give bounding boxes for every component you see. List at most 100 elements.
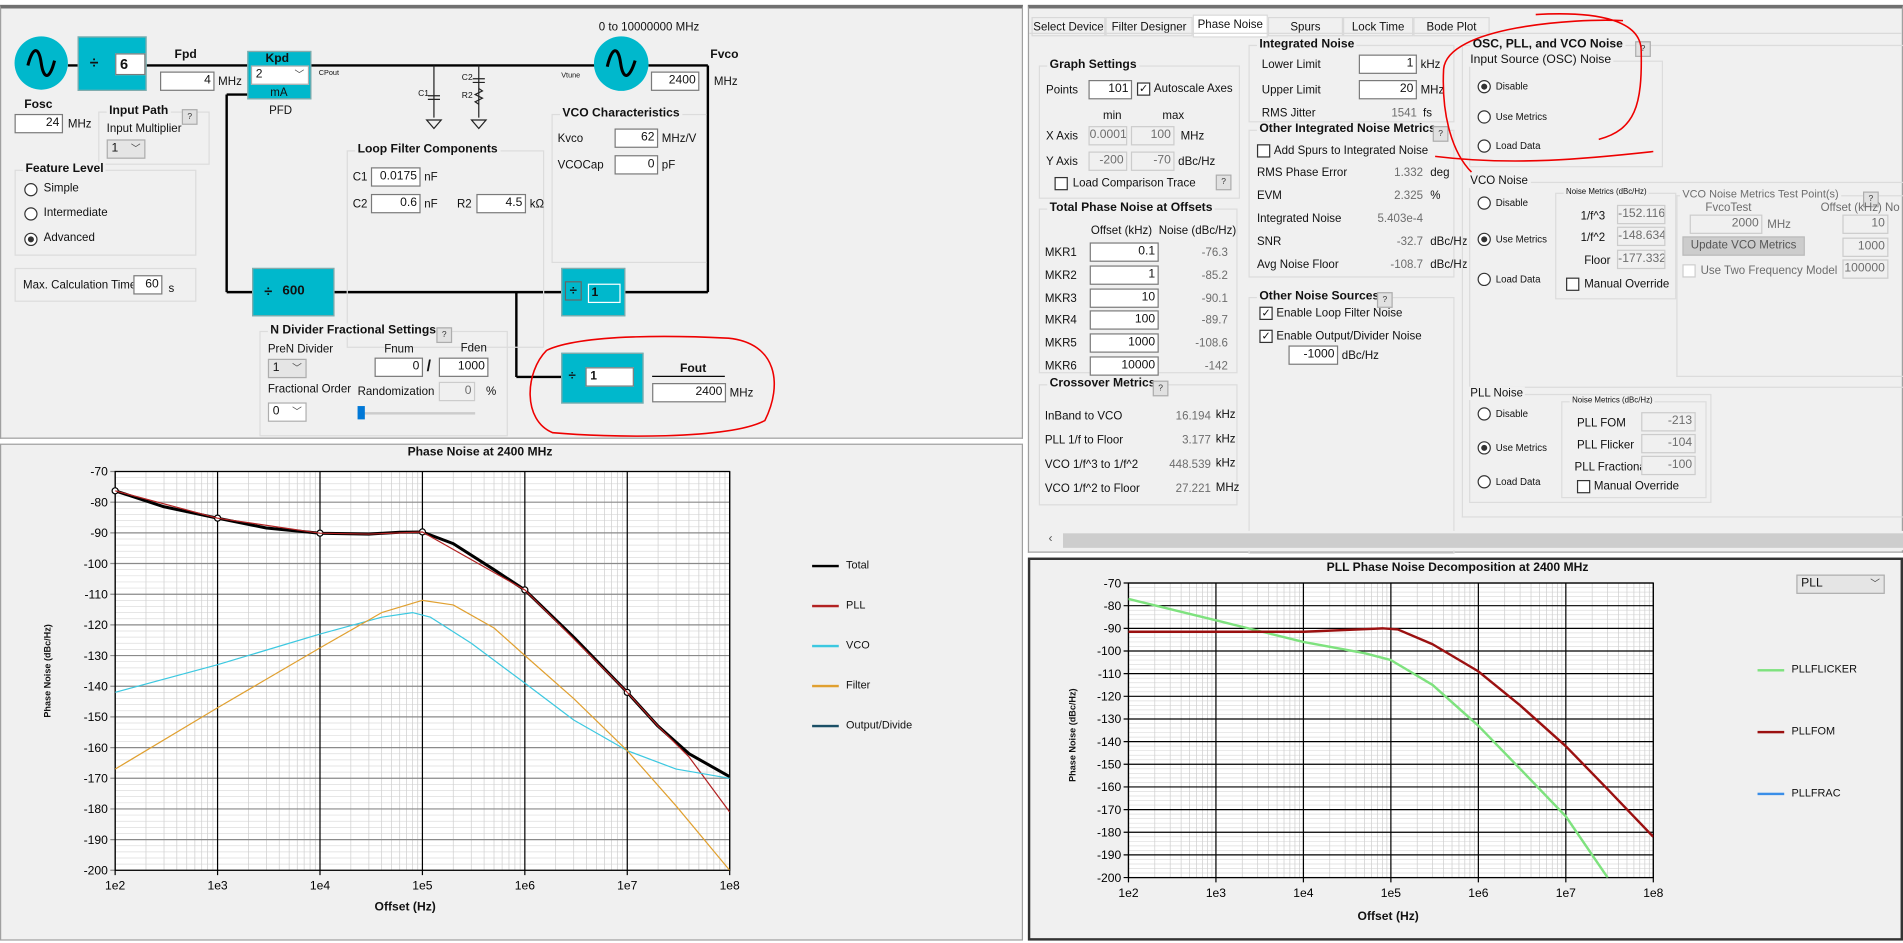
- n-divider-value[interactable]: 600: [282, 283, 305, 299]
- radio-advanced[interactable]: [24, 232, 38, 247]
- crossover-help-button[interactable]: ?: [1152, 380, 1169, 397]
- vco-test-help-button[interactable]: ?: [1862, 191, 1879, 208]
- vco-use-metrics-radio[interactable]: [1477, 232, 1491, 247]
- y-tick-label: -170: [1097, 803, 1122, 817]
- metric-label: Avg Noise Floor: [1256, 258, 1339, 272]
- n-frac-help-button[interactable]: ?: [436, 327, 453, 344]
- randomization-input[interactable]: 0: [438, 381, 476, 402]
- vcocap-input[interactable]: 0: [614, 155, 659, 175]
- radio-simple[interactable]: [24, 183, 38, 197]
- input-path-help-button[interactable]: ?: [181, 109, 198, 125]
- metric-value: -108.7: [1390, 258, 1424, 272]
- channel-divider-block: ÷ 1: [561, 267, 626, 317]
- fnum-input[interactable]: 0: [374, 357, 424, 377]
- f2-input[interactable]: -148.634: [1616, 226, 1666, 247]
- pren-divider-select[interactable]: 1 ﹀: [267, 358, 307, 379]
- output-noise-checkbox[interactable]: ✓: [1259, 329, 1273, 344]
- marker-offset-input[interactable]: 10: [1089, 287, 1159, 308]
- fpd-input[interactable]: 4: [159, 71, 215, 91]
- osc-disable-radio[interactable]: [1477, 79, 1491, 94]
- noise-sources-help-button[interactable]: ?: [1635, 41, 1651, 57]
- f3-input[interactable]: -152.116: [1616, 204, 1666, 225]
- pll-disable-radio[interactable]: [1477, 407, 1491, 421]
- output-noise-input[interactable]: -1000: [1288, 345, 1339, 365]
- marker-offset-input[interactable]: 1: [1089, 265, 1159, 285]
- randomization-slider[interactable]: [357, 406, 476, 420]
- decomposition-select[interactable]: PLL ﹀: [1796, 574, 1885, 594]
- pll-fom-input[interactable]: -213: [1641, 412, 1696, 432]
- marker-offset-input[interactable]: 0.1: [1089, 242, 1159, 262]
- r2-input[interactable]: 4.5: [476, 193, 527, 214]
- floor-label: Floor: [1584, 254, 1611, 268]
- tab-lock-time[interactable]: Lock Time: [1343, 16, 1414, 37]
- two-frequency-checkbox[interactable]: [1682, 264, 1696, 278]
- max-calc-time-input[interactable]: 60: [133, 275, 163, 295]
- lower-limit-input[interactable]: 1: [1358, 54, 1417, 74]
- pll-load-data-radio[interactable]: [1477, 475, 1491, 489]
- load-comparison-checkbox[interactable]: [1054, 176, 1068, 191]
- channel-divider-input[interactable]: 1: [587, 283, 621, 304]
- y-tick-label: -70: [90, 465, 108, 479]
- update-vco-metrics-button[interactable]: Update VCO Metrics: [1682, 236, 1805, 256]
- pll-flicker-input[interactable]: -104: [1641, 433, 1696, 454]
- radio-intermediate[interactable]: [24, 207, 38, 221]
- add-spurs-checkbox[interactable]: [1256, 144, 1271, 158]
- y-tick-label: -120: [1097, 690, 1122, 704]
- tab-filter-designer[interactable]: Filter Designer: [1105, 16, 1193, 37]
- tab-spurs[interactable]: Spurs: [1267, 16, 1344, 37]
- osc-use-metrics-radio[interactable]: [1477, 110, 1491, 124]
- fosc-input[interactable]: 24: [14, 113, 64, 134]
- fractional-order-value: 0: [272, 404, 280, 419]
- input-multiplier-select[interactable]: 1 ﹀: [106, 139, 146, 159]
- points-input[interactable]: 101: [1088, 79, 1133, 100]
- tab-phase-noise[interactable]: Phase Noise: [1192, 14, 1268, 38]
- metric-unit: %: [1430, 189, 1441, 203]
- y-min-input[interactable]: -200: [1088, 151, 1128, 171]
- y-max-input[interactable]: -70: [1130, 151, 1175, 171]
- metric-unit: deg: [1430, 166, 1450, 180]
- scroll-left-icon[interactable]: ‹: [1048, 532, 1053, 546]
- vco-offset-1-input[interactable]: 10: [1842, 214, 1889, 234]
- vco-offset-2-input[interactable]: 1000: [1842, 237, 1889, 257]
- vco-offset-3-input[interactable]: 100000: [1842, 259, 1889, 279]
- c2-input[interactable]: 0.6: [370, 193, 421, 214]
- upper-limit-input[interactable]: 20: [1358, 79, 1417, 100]
- kvco-input[interactable]: 62: [614, 128, 659, 148]
- slider-thumb[interactable]: [357, 406, 365, 420]
- x-min-input[interactable]: 0.0001: [1088, 126, 1128, 146]
- signal-wires: [67, 64, 776, 437]
- pll-fractional-input[interactable]: -100: [1641, 455, 1696, 476]
- scrollbar-thumb[interactable]: [1063, 533, 1903, 548]
- fvcotest-input[interactable]: 2000: [1689, 214, 1763, 234]
- autoscale-checkbox[interactable]: ✓: [1136, 82, 1151, 96]
- marker-offset-input[interactable]: 10000: [1089, 356, 1159, 376]
- horizontal-scrollbar[interactable]: ‹: [1046, 530, 1903, 551]
- output-divider-input[interactable]: 1: [585, 367, 634, 387]
- fvco-input[interactable]: 2400: [650, 71, 700, 91]
- fout-input[interactable]: 2400: [652, 383, 727, 403]
- plot-border: [1127, 582, 1654, 879]
- vco-manual-override-checkbox[interactable]: [1566, 277, 1580, 291]
- marker-offset-input[interactable]: 1000: [1089, 333, 1159, 353]
- marker-offset-input[interactable]: 100: [1089, 310, 1159, 331]
- other-sources-help-button[interactable]: ?: [1376, 292, 1393, 308]
- comparison-help-button[interactable]: ?: [1215, 174, 1232, 191]
- pll-use-metrics-radio[interactable]: [1477, 441, 1491, 455]
- fden-input[interactable]: 1000: [438, 357, 489, 377]
- pll-fractional-label: PLL Fractional: [1574, 460, 1649, 474]
- tab-select-device[interactable]: Select Device: [1031, 16, 1106, 37]
- floor-input[interactable]: -177.332: [1616, 249, 1666, 270]
- crossover-label: VCO 1/f^2 to Floor: [1044, 482, 1140, 496]
- loop-filter-noise-checkbox[interactable]: ✓: [1259, 306, 1273, 320]
- fractional-order-select[interactable]: 0 ﹀: [267, 402, 307, 422]
- r-divider-input[interactable]: 6: [115, 53, 146, 76]
- pll-manual-override-checkbox[interactable]: [1576, 479, 1591, 494]
- osc-load-data-radio[interactable]: [1477, 139, 1491, 153]
- other-metrics-help-button[interactable]: ?: [1432, 126, 1449, 142]
- crossover-label: PLL 1/f to Floor: [1044, 433, 1124, 448]
- kpd-select[interactable]: 2 ﹀: [250, 65, 310, 85]
- c1-input[interactable]: 0.0175: [370, 167, 421, 187]
- x-max-input[interactable]: 100: [1130, 126, 1175, 146]
- vco-load-data-radio[interactable]: [1477, 272, 1491, 287]
- vco-disable-radio[interactable]: [1477, 196, 1491, 210]
